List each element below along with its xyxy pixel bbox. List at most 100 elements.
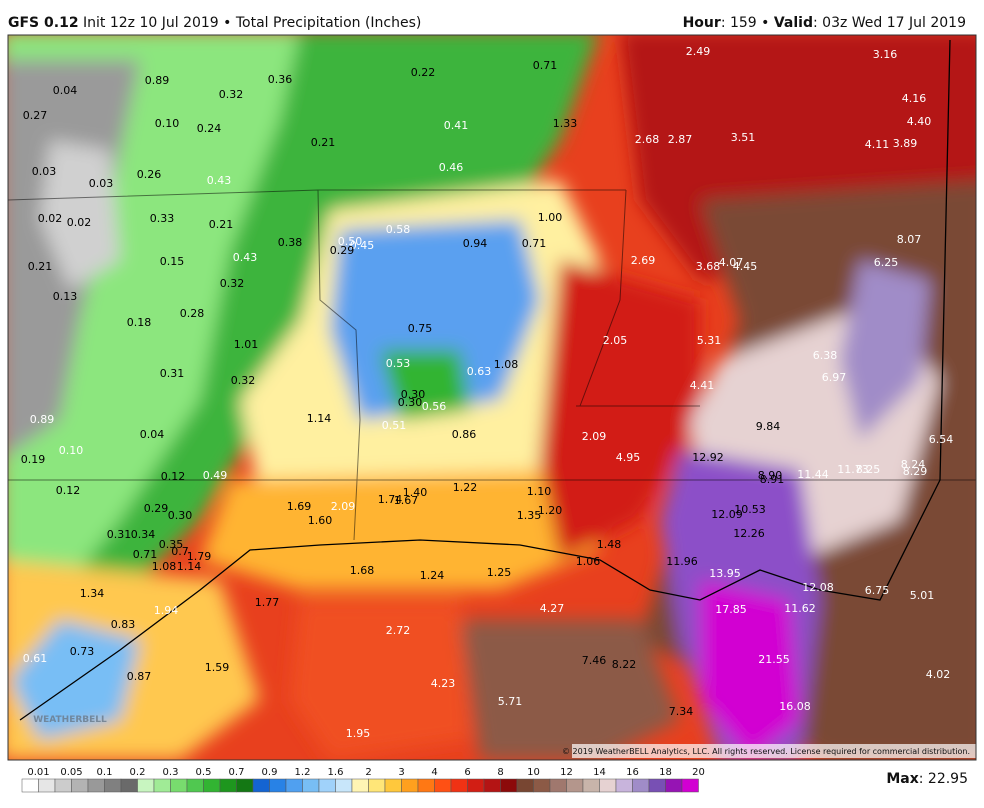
colorbar-swatch <box>401 778 419 793</box>
precip-value: 0.03 <box>32 165 57 178</box>
precip-value: 4.41 <box>690 379 715 392</box>
precip-value: 1.14 <box>307 412 332 425</box>
precip-value: 1.08 <box>152 560 177 573</box>
precip-value: 5.31 <box>697 334 722 347</box>
precip-value: 1.77 <box>255 596 280 609</box>
precip-value: 0.24 <box>197 122 222 135</box>
precip-value: 1.24 <box>420 569 445 582</box>
precip-value: 2.68 <box>635 133 660 146</box>
colorbar-swatch <box>681 778 699 793</box>
precip-value: 1.95 <box>346 727 371 740</box>
precip-value: 8.29 <box>903 465 928 478</box>
precip-value: 0.43 <box>233 251 258 264</box>
precip-value: 8.24 <box>901 458 926 471</box>
precip-value: 7.46 <box>582 654 607 667</box>
precip-value: 12.08 <box>802 581 834 594</box>
precip-value: 3.51 <box>731 131 756 144</box>
precip-value: 3.89 <box>893 137 918 150</box>
precip-value: 0.32 <box>220 277 245 290</box>
precip-value: 1.35 <box>517 509 542 522</box>
precip-value: 1.01 <box>234 338 259 351</box>
precip-value: 6.97 <box>822 371 847 384</box>
precip-value: 0.71 <box>533 59 558 72</box>
precip-value: 1.14 <box>177 560 202 573</box>
precip-value: 0.58 <box>386 223 411 236</box>
colorbar-swatch <box>582 778 600 793</box>
precip-value: 7.34 <box>669 705 694 718</box>
precip-value: 8.91 <box>760 473 785 486</box>
map-labels: 0.89 0.04 0.36 0.22 0.71 2.49 3.16 0.27 0.32 0.10… <box>21 45 954 740</box>
precip-value: 1.20 <box>538 504 563 517</box>
colorbar-label: 12 <box>560 767 573 778</box>
valid-value: : 03z Wed 17 Jul 2019 <box>813 15 966 31</box>
colorbar-swatch <box>302 778 320 793</box>
precip-value: 0.89 <box>145 74 170 87</box>
precip-value: 0.27 <box>23 109 48 122</box>
precip-value: 0.45 <box>350 239 375 252</box>
colorbar-label: 0.3 <box>163 767 179 778</box>
precip-value: 4.16 <box>902 92 927 105</box>
colorbar-swatch <box>632 778 650 793</box>
precip-value: 0.30 <box>168 509 193 522</box>
precip-field: © 2019 WeatherBELL Analytics, LLC. All r… <box>8 35 976 760</box>
precip-value: 0.50 <box>338 235 363 248</box>
colorbar-swatch <box>285 778 303 793</box>
precip-value: 1.25 <box>487 566 512 579</box>
precip-value: 12.09 <box>711 508 743 521</box>
colorbar-label: 18 <box>659 767 672 778</box>
precip-value: 0.12 <box>161 470 186 483</box>
colorbar-swatch <box>137 778 155 793</box>
precip-value: 4.45 <box>733 260 758 273</box>
colorbar-label: 0.01 <box>27 767 49 778</box>
valid-label: Valid <box>774 15 813 31</box>
precip-value: 1.69 <box>287 500 312 513</box>
colorbar-swatch <box>153 778 171 793</box>
colorbar-swatch <box>434 778 452 793</box>
precip-value: 2.72 <box>386 624 411 637</box>
colorbar-swatch <box>483 778 501 793</box>
precip-value: 6.25 <box>874 256 899 269</box>
precip-value: 4.23 <box>431 677 456 690</box>
colorbar-swatch <box>566 778 584 793</box>
colorbar-swatch <box>351 778 369 793</box>
colorbar-label: 10 <box>527 767 540 778</box>
colorbar-swatch <box>104 778 122 793</box>
colorbar-swatch <box>549 778 567 793</box>
precip-value: 0.03 <box>89 177 114 190</box>
copyright: © 2019 WeatherBELL Analytics, LLC. All r… <box>562 747 970 756</box>
precip-value: 11.73 <box>837 463 869 476</box>
precip-value: 8.22 <box>612 658 637 671</box>
precip-value: 1.08 <box>494 358 519 371</box>
precip-value: 3.68 <box>696 260 721 273</box>
precip-value: 4.27 <box>540 602 565 615</box>
hour-label: Hour <box>683 15 721 31</box>
colorbar-swatch <box>615 778 633 793</box>
colorbar-label: 1.2 <box>295 767 311 778</box>
precip-value: 12.92 <box>692 451 724 464</box>
precip-value: 13.95 <box>709 567 741 580</box>
precip-value: 0.38 <box>278 236 303 249</box>
precip-value: 0.28 <box>180 307 205 320</box>
precip-value: 12.26 <box>733 527 765 540</box>
precip-value: 0.02 <box>38 212 63 225</box>
colorbar-swatch <box>368 778 386 793</box>
precip-value: 1.06 <box>576 555 601 568</box>
colorbar-label: 3 <box>398 767 404 778</box>
colorbar-label: 0.7 <box>229 767 245 778</box>
precip-value: 8.25 <box>856 463 881 476</box>
colorbar-swatch <box>54 778 72 793</box>
precip-value: 2.09 <box>331 500 356 513</box>
map-frame <box>7 34 977 761</box>
precip-value: 0.35 <box>159 538 184 551</box>
precip-value: 4.40 <box>907 115 932 128</box>
precip-value: 10.53 <box>734 503 766 516</box>
colorbar-swatch <box>516 778 534 793</box>
precip-value: 16.08 <box>779 700 811 713</box>
colorbar-swatch <box>533 778 551 793</box>
colorbar-swatch <box>203 778 221 793</box>
precip-value: 0.7 <box>171 545 189 558</box>
precip-value: 1.33 <box>553 117 578 130</box>
colorbar-swatch <box>500 778 518 793</box>
precip-value: 0.46 <box>439 161 464 174</box>
precip-value: 0.21 <box>209 218 234 231</box>
